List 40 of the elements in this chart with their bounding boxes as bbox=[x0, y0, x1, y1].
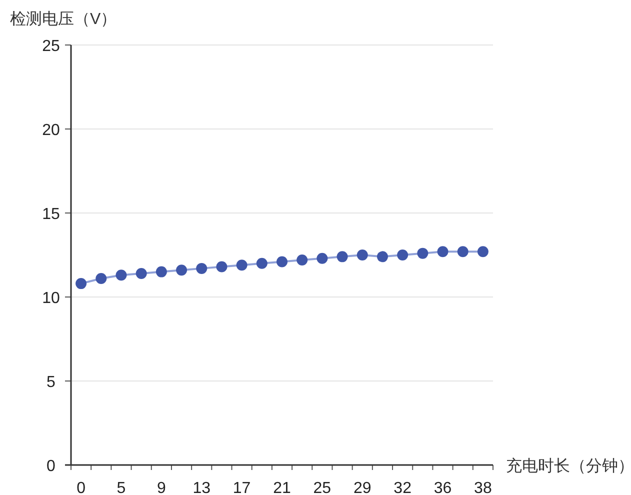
point bbox=[176, 264, 188, 276]
y-tick-label: 0 bbox=[46, 458, 56, 475]
x-tick-label: 32 bbox=[394, 480, 412, 495]
point bbox=[336, 251, 348, 262]
point bbox=[397, 250, 408, 260]
point bbox=[457, 246, 468, 258]
x-axis-title: 充电时长（分钟） bbox=[506, 457, 631, 475]
point bbox=[76, 278, 87, 290]
point bbox=[477, 246, 488, 258]
point bbox=[216, 261, 228, 272]
x-tick-label: 21 bbox=[273, 480, 291, 495]
x-tick-label: 13 bbox=[192, 480, 211, 495]
y-tick-label: 20 bbox=[42, 122, 60, 139]
x-tick-label: 17 bbox=[232, 480, 251, 495]
point bbox=[376, 251, 388, 262]
y-tick-label: 10 bbox=[42, 290, 60, 307]
x-tick-label: 0 bbox=[76, 480, 86, 495]
point bbox=[417, 248, 428, 259]
point bbox=[196, 262, 208, 274]
x-tick-label: 9 bbox=[156, 480, 166, 495]
point bbox=[256, 258, 268, 269]
point bbox=[316, 252, 328, 264]
x-tick-label: 5 bbox=[116, 480, 126, 495]
y-axis-title: 检测电压（V） bbox=[10, 10, 117, 28]
point bbox=[96, 273, 107, 284]
x-tick-label: 38 bbox=[474, 480, 492, 495]
x-tick-label: 36 bbox=[434, 480, 452, 495]
point bbox=[136, 268, 147, 279]
x-tick-label: 25 bbox=[313, 480, 332, 495]
point bbox=[116, 270, 127, 281]
point bbox=[296, 254, 308, 266]
point bbox=[276, 256, 288, 268]
point bbox=[156, 266, 167, 278]
y-tick-label: 5 bbox=[46, 374, 56, 391]
x-tick-label: 29 bbox=[353, 480, 372, 495]
y-tick-label: 25 bbox=[42, 38, 60, 55]
point bbox=[236, 260, 248, 271]
point bbox=[356, 250, 368, 260]
point bbox=[437, 246, 448, 258]
y-tick-label: 15 bbox=[42, 206, 60, 223]
